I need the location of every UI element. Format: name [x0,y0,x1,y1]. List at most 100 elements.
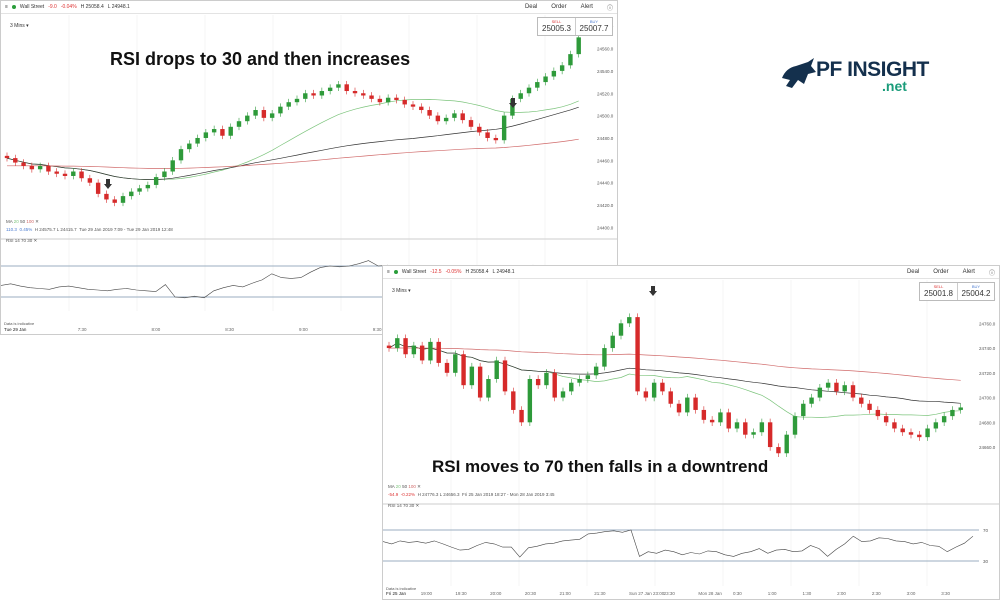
candle [369,95,374,99]
candle [776,447,781,454]
price-change: -9.0 [48,4,57,10]
candle [668,391,673,404]
candle [403,338,408,355]
sell-button[interactable]: SELL 25001.8 [924,284,953,298]
timeframe-select[interactable]: 3 Mins ▾ [10,23,29,29]
buy-button[interactable]: BUY 25007.7 [575,18,612,35]
candle [576,37,581,55]
candle [883,416,889,423]
candle [419,345,425,361]
instrument-header: ≡ Wall Street -9.0 -0.04% H 25058.4 L 24… [1,1,617,14]
candle [195,137,200,144]
alert-button[interactable]: Alert [962,269,975,275]
candle [493,137,499,141]
range-stats: 110.3 0.45% H 24575.7 L 24415.7 Tue 29 J… [6,227,173,232]
alert-button[interactable]: Alert [580,4,593,10]
time-axis-label: 2:00 [837,591,846,596]
time-axis-label: 2:30 [872,591,881,596]
time-axis-label: 9:00 [299,327,308,332]
day-high: H 25058.4 [465,269,489,275]
time-axis-label: 9:30 [373,327,382,332]
candle [104,193,109,200]
timeframe-select[interactable]: 3 Mins ▾ [392,288,411,294]
ma20-line [388,342,961,418]
y-tick-label: 24560.0 [597,47,614,52]
candle [419,106,424,111]
candle [543,76,548,83]
candle [253,110,258,116]
candle [54,171,59,174]
candle [444,362,450,373]
ma50-line [6,106,579,180]
time-axis-label: 8:30 [225,327,234,332]
y-tick-label: 24420.0 [597,203,614,208]
candle [236,121,242,127]
price-chart[interactable]: 24780.024760.024740.024720.024700.024680… [383,266,999,599]
market-open-icon [393,270,398,274]
y-tick-label: 24540.0 [597,69,614,74]
ma20-line [6,99,579,180]
candle [4,155,10,159]
order-button[interactable]: Order [933,269,949,275]
candle [386,345,392,349]
candle [485,132,490,138]
candle [551,70,557,77]
candle [643,391,649,398]
price-change-pct: -0.05% [445,269,462,275]
time-axis-label: Sun 27 Jan 23:00 [629,591,665,596]
candle [709,419,715,423]
time-axis-label: 21:30 [594,591,606,596]
candle [344,84,349,92]
rsi-level-label: 30 [983,559,989,564]
candle [494,360,499,379]
rsi-legend[interactable]: RSI 14 70 30 ✕ [388,503,420,508]
candle [245,115,250,122]
candle [435,115,441,122]
candle [211,129,217,133]
time-axis-label: 19:00 [421,591,433,596]
time-axis-label: Tue 29 Jan [4,327,27,332]
signal-arrow-icon [649,286,657,296]
candle [892,422,897,429]
price-change-pct: -0.04% [60,4,77,10]
ma-legend[interactable]: MA 20 50 100 ✕ [6,219,39,224]
instrument-name[interactable]: Wall Street [401,269,427,275]
time-axis-label: 3:00 [907,591,916,596]
candle [917,434,922,438]
instrument-name[interactable]: Wall Street [19,4,45,10]
candle [294,98,300,103]
deal-button[interactable]: Deal [906,269,920,275]
menu-icon[interactable]: ≡ [387,269,390,275]
candle [410,104,416,107]
candle [518,93,523,99]
candle [635,317,640,392]
candle [87,178,93,183]
candle [767,422,773,448]
candle [908,432,914,435]
y-tick-label: 24720.0 [979,371,996,376]
buy-button[interactable]: BUY 25004.2 [957,283,994,300]
candle [187,143,192,150]
info-icon[interactable]: ⓘ [988,270,995,277]
candle [933,422,939,429]
rsi-legend[interactable]: RSI 14 70 30 ✕ [6,238,38,243]
candle [29,165,35,170]
deal-button[interactable]: Deal [524,4,538,10]
y-tick-label: 24700.0 [979,396,996,401]
ma-legend[interactable]: MA 20 50 100 ✕ [388,484,421,489]
time-axis-label: 20:30 [525,591,537,596]
price-change: -12.5 [430,269,442,275]
candle [162,171,167,178]
candle [651,382,657,398]
signal-arrow-icon [104,179,112,189]
candle [743,422,748,435]
menu-icon[interactable]: ≡ [5,4,8,10]
candle [228,126,233,136]
candle [859,397,864,404]
market-open-icon [11,5,16,9]
info-icon[interactable]: ⓘ [606,5,613,12]
sell-button[interactable]: SELL 25005.3 [542,19,571,33]
order-button[interactable]: Order [551,4,567,10]
y-tick-label: 24740.0 [979,346,996,351]
candle [71,171,76,176]
